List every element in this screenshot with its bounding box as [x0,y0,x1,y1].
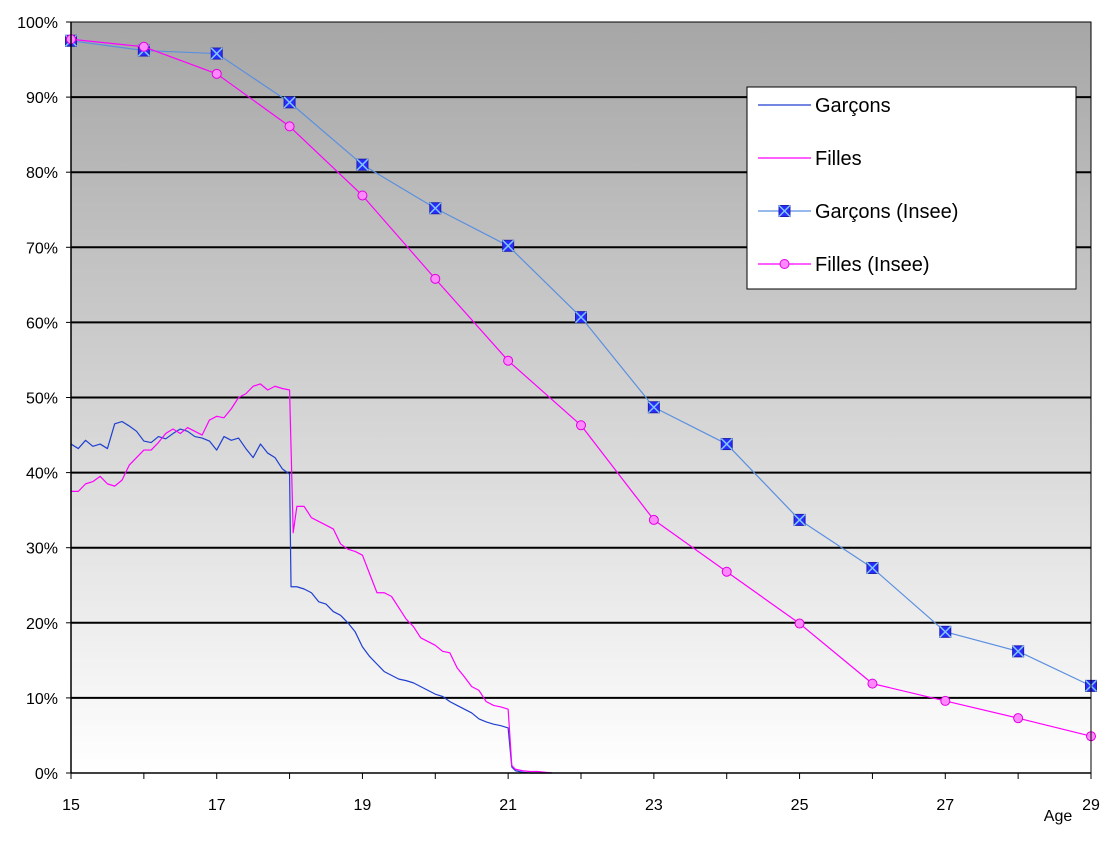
data-point [866,561,879,575]
data-point [503,355,514,366]
data-point [720,438,733,451]
legend-label: Filles (Insee) [815,254,929,276]
data-point [356,158,369,171]
data-point [211,68,222,79]
x-tick-label: 27 [936,797,954,814]
y-tick-label: 0% [35,766,58,783]
x-tick-labels: 15 17 19 21 23 25 27 29 [62,797,1100,814]
data-point [1012,645,1025,658]
data-point [574,311,588,324]
y-tick-label: 80% [26,165,58,182]
marker-cross [939,625,952,638]
data-point [940,695,951,706]
marker-cross [1012,645,1025,658]
y-tick-label: 60% [26,315,58,332]
marker-cross [778,204,791,218]
legend-label: Garçons [815,95,891,117]
data-point [793,513,806,526]
legend-label: Filles [815,148,862,170]
legend-marker [779,259,790,269]
marker-cross [283,96,296,109]
series-gar-ons-line [70,420,552,774]
marker-cross [647,401,660,414]
marker-cross [210,47,223,60]
data-point [721,566,732,577]
data-point [502,239,515,252]
legend: Garçons Filles Garçons (Insee) Filles (Inse… [746,86,1077,290]
data-point [284,121,295,132]
data-point [138,41,149,52]
data-point [1013,713,1024,724]
x-tick-label: 15 [62,797,80,814]
data-point [939,625,952,638]
y-tick-label: 10% [26,691,58,708]
legend-entry: Filles (Insee) [758,254,929,276]
series-gar-ons [70,420,552,774]
legend-box [746,86,1077,290]
data-point [429,202,442,215]
data-point [210,47,223,60]
data-point [576,420,586,431]
marker-cross [720,438,733,451]
legend-entry: Garçons (Insee) [758,201,958,223]
x-tick-label: 25 [791,797,809,814]
series-filles [71,383,552,774]
legend-entry: Filles [758,148,862,170]
legend-entry: Garçons [758,95,891,117]
data-point [794,618,805,629]
marker-cross [793,513,806,526]
data-point [647,401,660,414]
data-point [648,514,659,525]
y-tick-label: 30% [26,541,58,558]
data-point [283,96,296,109]
marker-cross [502,239,515,252]
y-tick-label: 50% [26,391,58,408]
data-point [430,273,441,284]
data-point [357,190,368,201]
series-filles-insee [66,34,1096,742]
y-tick-label: 40% [26,466,58,483]
legend-label: Garçons (Insee) [815,201,958,223]
series-filles-line [71,383,552,774]
x-tick-label: 19 [354,797,372,814]
axes [66,21,1092,779]
y-tick-label: 20% [26,616,58,633]
y-tick-label: 100% [17,15,58,32]
x-tick-label: 21 [499,797,517,814]
series-gar-ons-insee [64,34,1098,692]
x-axis-title: Age [1044,808,1073,825]
marker-cross [866,561,879,575]
legend-marker [778,204,791,218]
marker-cross [429,202,442,215]
series-layer [64,34,1098,774]
marker-cross [574,311,588,324]
y-tick-label: 90% [26,90,58,107]
x-tick-label: 29 [1082,797,1100,814]
x-tick-label: 17 [208,797,226,814]
data-point [867,678,878,689]
x-tick-label: 23 [645,797,663,814]
y-tick-labels: 0% 10% 20% 30% 40% 50% 60% 70% 80% 90% 100% [17,15,58,783]
marker-cross [356,158,369,171]
y-tick-label: 70% [26,240,58,257]
